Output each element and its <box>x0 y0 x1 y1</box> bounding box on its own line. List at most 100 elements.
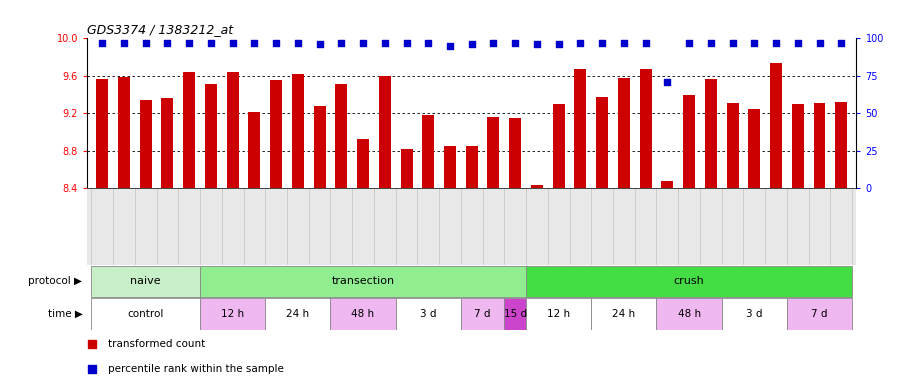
Bar <box>661 180 673 188</box>
Bar <box>422 115 434 188</box>
Point <box>377 40 392 46</box>
Bar <box>596 98 608 188</box>
Bar <box>552 104 564 188</box>
Bar <box>526 266 852 297</box>
Text: 48 h: 48 h <box>352 309 375 319</box>
Text: 24 h: 24 h <box>612 309 636 319</box>
Bar <box>704 79 717 188</box>
Point <box>594 40 609 46</box>
Text: time ▶: time ▶ <box>48 309 82 319</box>
Point <box>747 40 761 46</box>
Point <box>203 40 218 46</box>
Point <box>486 40 501 46</box>
Point <box>160 40 175 46</box>
Bar <box>292 74 304 188</box>
Bar <box>683 94 695 188</box>
Point <box>138 40 153 46</box>
Point <box>616 40 631 46</box>
Bar <box>140 100 152 188</box>
Bar <box>574 69 586 188</box>
Bar <box>357 139 369 188</box>
Bar <box>226 72 239 188</box>
Text: naive: naive <box>130 276 161 286</box>
Bar <box>118 77 130 188</box>
Text: protocol ▶: protocol ▶ <box>28 276 82 286</box>
Text: 3 d: 3 d <box>746 309 762 319</box>
Point <box>421 40 436 46</box>
Bar <box>183 72 195 188</box>
Bar <box>248 113 260 188</box>
Text: transformed count: transformed count <box>108 339 205 349</box>
Bar <box>396 298 461 329</box>
Point <box>95 40 110 46</box>
Bar <box>461 298 505 329</box>
Point <box>551 41 566 48</box>
Bar <box>161 98 173 188</box>
Text: control: control <box>127 309 164 319</box>
Text: 48 h: 48 h <box>678 309 701 319</box>
Text: percentile rank within the sample: percentile rank within the sample <box>108 364 284 374</box>
Bar <box>791 104 803 188</box>
Point <box>660 79 675 85</box>
Point <box>355 40 370 46</box>
Text: 24 h: 24 h <box>287 309 310 319</box>
Text: crush: crush <box>674 276 704 286</box>
Bar <box>487 117 499 188</box>
Bar <box>96 79 108 188</box>
Point <box>182 40 197 46</box>
Point <box>334 40 349 46</box>
Bar <box>748 109 760 188</box>
Point <box>638 40 653 46</box>
Point <box>290 40 305 46</box>
Point <box>529 41 544 48</box>
Bar <box>526 298 592 329</box>
Bar <box>531 185 543 188</box>
Point <box>84 366 99 372</box>
Bar <box>270 79 282 188</box>
Bar <box>509 118 521 188</box>
Bar <box>379 76 391 188</box>
Point <box>268 40 283 46</box>
Text: 15 d: 15 d <box>504 309 527 319</box>
Bar <box>444 146 456 188</box>
Bar <box>335 84 347 188</box>
Bar <box>813 103 825 188</box>
Bar <box>313 106 325 188</box>
Point <box>84 341 99 347</box>
Bar <box>657 298 722 329</box>
Bar <box>92 266 200 297</box>
Bar <box>200 298 266 329</box>
Bar <box>505 298 526 329</box>
Bar <box>618 78 630 188</box>
Bar <box>465 146 478 188</box>
Bar <box>787 298 852 329</box>
Point <box>791 40 805 46</box>
Point <box>769 40 783 46</box>
Point <box>725 40 740 46</box>
Point <box>312 41 327 48</box>
Bar <box>400 149 412 188</box>
Point <box>507 40 522 46</box>
Bar <box>200 266 526 297</box>
Bar <box>639 69 651 188</box>
Point <box>399 40 414 46</box>
Point <box>225 40 240 46</box>
Bar <box>726 103 738 188</box>
Bar <box>722 298 787 329</box>
Point <box>247 40 262 46</box>
Bar <box>592 298 657 329</box>
Point <box>573 40 588 46</box>
Point <box>442 43 457 49</box>
Point <box>464 41 479 48</box>
Point <box>834 40 848 46</box>
Text: 12 h: 12 h <box>547 309 571 319</box>
Bar <box>835 102 847 188</box>
Bar <box>331 298 396 329</box>
Text: GDS3374 / 1383212_at: GDS3374 / 1383212_at <box>87 23 234 36</box>
Text: transection: transection <box>332 276 395 286</box>
Bar <box>205 84 217 188</box>
Bar <box>92 298 200 329</box>
Bar <box>266 298 331 329</box>
Text: 3 d: 3 d <box>420 309 437 319</box>
Bar <box>770 63 782 188</box>
